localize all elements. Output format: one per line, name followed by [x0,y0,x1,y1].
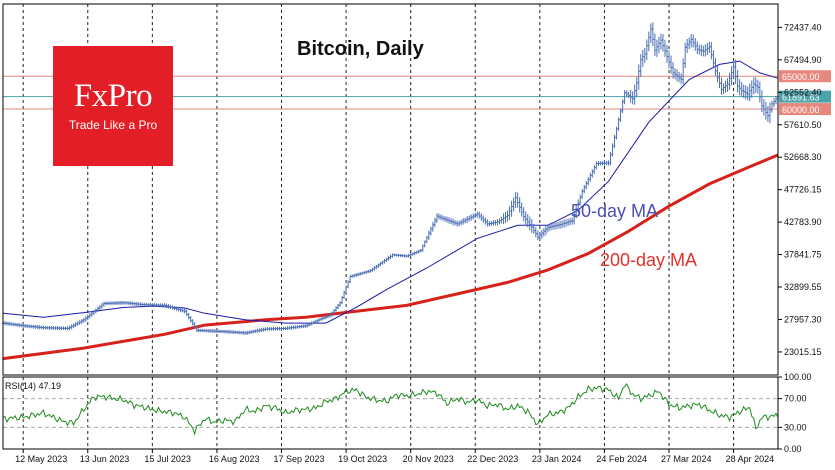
rsi-line [2,383,779,436]
level-label: 65000.00 [782,72,820,82]
time-tick-label: 20 Nov 2023 [403,454,454,464]
chart-title: Bitcoin, Daily [297,38,425,60]
time-tick-label: 28 Apr 2024 [726,454,775,464]
time-tick-label: 16 Aug 2023 [209,454,260,464]
price-tick-label: 52668.30 [784,152,822,162]
rsi-tick-label: 30.00 [784,422,807,432]
price-tick-label: 37841.75 [784,250,822,260]
logo-brand: FxPro [73,78,153,114]
price-tick-label: 47726.15 [784,185,822,195]
time-tick-label: 17 Sep 2023 [274,454,325,464]
price-tick-label: 62552.40 [784,87,822,97]
fxpro-logo: FxPro Trade Like a Pro [53,46,173,166]
level-label-bg [779,103,831,116]
time-tick-label: 23 Jan 2024 [532,454,582,464]
price-tick-label: 57610.50 [784,120,822,130]
level-label-bg [779,70,831,83]
price-tick-label: 23015.15 [784,347,822,357]
price-tick-label: 67494.90 [784,55,822,65]
ma200-label: 200-day MA [600,250,697,270]
rsi-tick-label: 0.00 [784,444,802,454]
rsi-label: RSI(14) 47.19 [5,381,61,391]
price-tick-label: 42783.90 [784,217,822,227]
ma50-label: 50-day MA [571,201,658,221]
rsi-tick-label: 100.00 [784,372,812,382]
time-tick-label: 22 Dec 2023 [467,454,518,464]
time-tick-label: 27 Mar 2024 [661,454,712,464]
time-tick-label: 19 Oct 2023 [338,454,387,464]
logo-tagline: Trade Like a Pro [68,118,158,132]
ma200-line [2,153,779,361]
level-label: 60000.00 [782,105,820,115]
price-tick-label: 32899.55 [784,282,822,292]
level-label-bg [779,90,831,103]
time-tick-label: 15 Jul 2023 [144,454,191,464]
rsi-tick-label: 70.00 [784,394,807,404]
time-tick-label: 12 May 2023 [15,454,67,464]
time-tick-label: 13 Jun 2023 [80,454,130,464]
price-tick-label: 72437.40 [784,22,822,32]
rsi-pane-frame [2,376,779,450]
time-tick-label: 24 Feb 2024 [596,454,647,464]
ma50-line [2,60,779,324]
level-label: 61891.63 [782,93,820,103]
price-tick-label: 27957.30 [784,314,822,324]
